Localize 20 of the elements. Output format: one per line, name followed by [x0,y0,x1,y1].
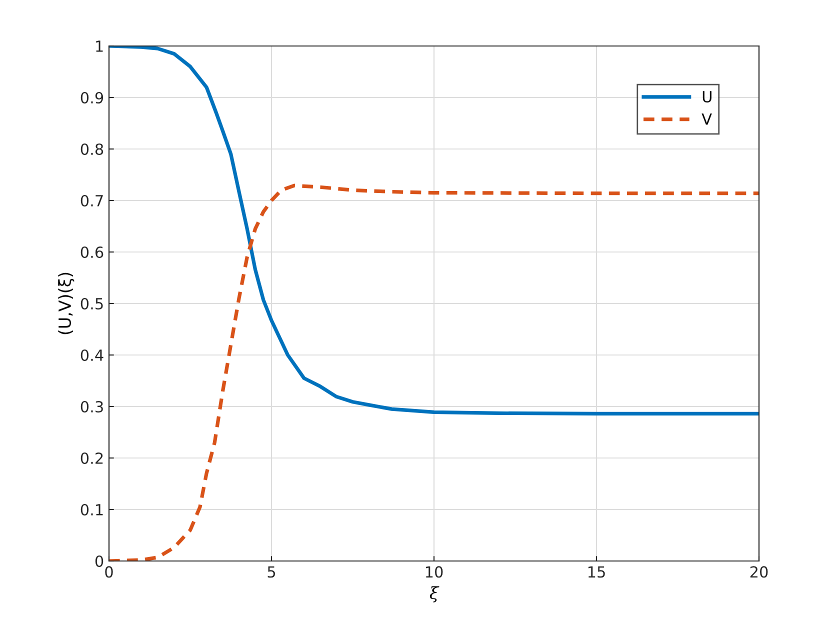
legend-label: U [702,91,712,102]
y-tick-label: 0.7 [80,194,103,207]
x-tick-label: 20 [750,566,768,578]
x-tick-label: 15 [588,566,605,578]
y-tick-label: 0.1 [80,504,103,516]
y-tick-label: 0.6 [80,246,104,258]
y-tick-label: 0.8 [80,143,104,156]
legend-label: V [702,114,712,125]
x-axis-title: ξ [430,586,440,602]
y-tick-label: 0.9 [80,92,104,104]
x-tick-label: 10 [426,566,443,578]
y-tick-label: 0.2 [80,452,103,464]
y-tick-label: 0 [95,555,104,568]
x-tick-label: 5 [268,566,276,578]
y-tick-label: 0.4 [80,349,104,362]
y-tick-label: 0.3 [80,400,103,413]
y-tick-label: 1 [96,40,103,52]
y-axis-title: (U,V)(ξ) [58,272,74,334]
x-tick-label: 0 [105,566,113,578]
y-tick-label: 0.5 [80,298,103,310]
